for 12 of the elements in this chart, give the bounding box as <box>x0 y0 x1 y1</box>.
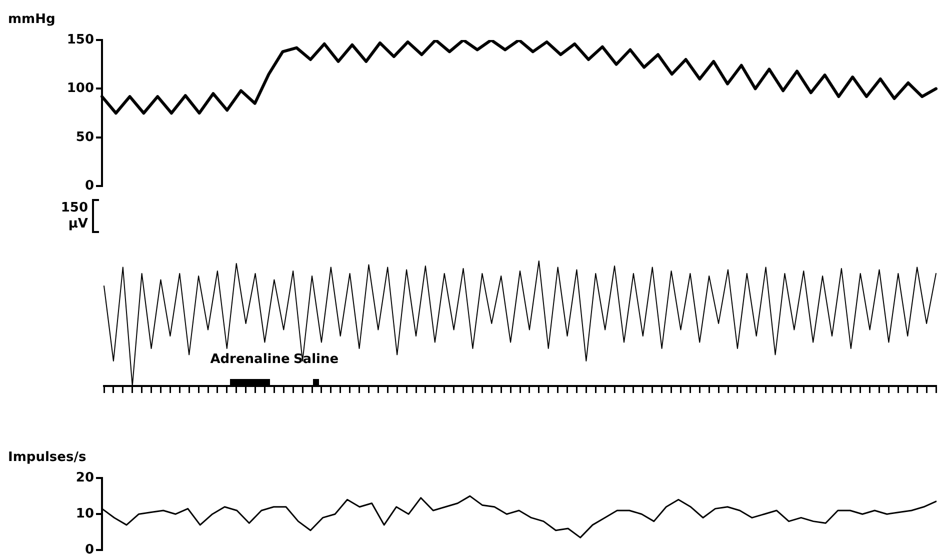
y-tick-label: 100 <box>66 81 94 96</box>
y-tick-label: 150 <box>66 32 94 48</box>
y-tick-label: 0 <box>84 178 94 194</box>
y-axis-title: mmHg <box>8 12 56 27</box>
y-tick-label: 50 <box>76 130 94 145</box>
annotation: Adrenaline <box>210 352 290 367</box>
y-tick-label: 20 <box>76 470 94 486</box>
text: 150 μV <box>60 200 88 232</box>
y-axis-title: Impulses/s <box>8 450 86 465</box>
y-tick-label: 0 <box>84 542 94 558</box>
annotation: Saline <box>293 352 339 367</box>
y-tick-label: 10 <box>76 506 94 522</box>
